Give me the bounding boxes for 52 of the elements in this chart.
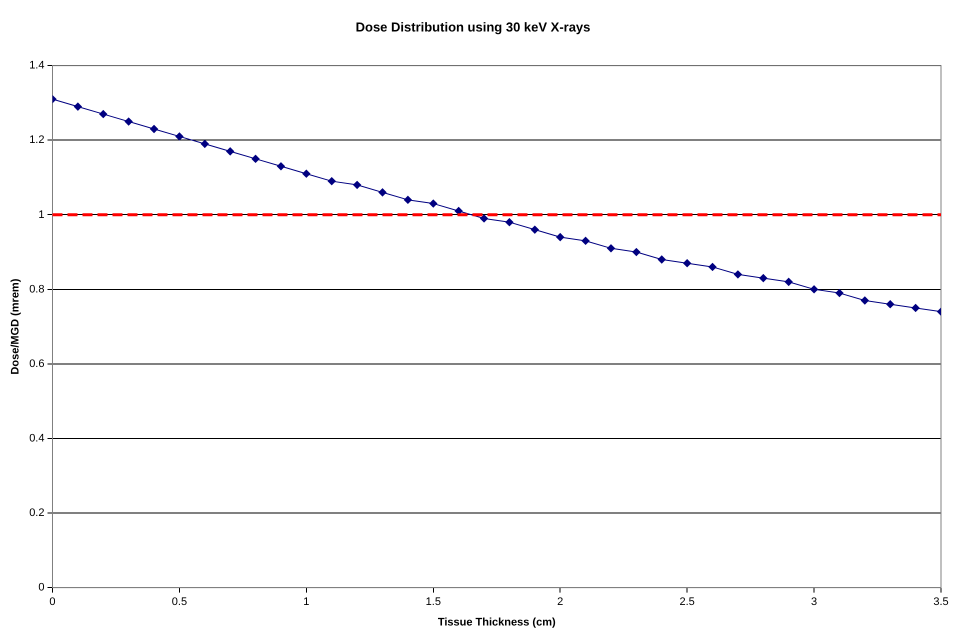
y-tick-label: 0.8: [29, 283, 44, 296]
point: [328, 177, 336, 186]
y-tick-label: 0.6: [29, 358, 44, 370]
point: [252, 154, 260, 163]
point: [708, 262, 717, 271]
point: [912, 304, 920, 312]
point: [734, 270, 742, 278]
x-tick-label: 0.5: [172, 596, 188, 608]
point: [582, 236, 590, 245]
point: [835, 289, 844, 298]
point: [124, 118, 133, 126]
point: [810, 285, 818, 294]
point: [505, 218, 514, 226]
point: [150, 124, 158, 133]
chart-title: Dose Distribution using 30 keV X-rays: [356, 19, 590, 34]
point: [378, 188, 387, 196]
y-tick-label: 0.2: [29, 507, 44, 520]
point: [74, 102, 82, 111]
x-tick-label: 3: [811, 596, 818, 608]
point: [404, 196, 412, 204]
point: [759, 274, 768, 282]
x-tick-label: 0: [49, 596, 56, 608]
point: [353, 180, 362, 189]
point: [302, 170, 310, 178]
point: [556, 233, 564, 242]
point: [606, 244, 615, 252]
x-tick-label: 1: [303, 596, 310, 608]
point: [200, 140, 209, 148]
point: [860, 296, 869, 304]
y-axis-title: Dose/MGD (mrem): [10, 278, 22, 375]
point: [429, 200, 438, 208]
point: [886, 300, 894, 308]
point: [784, 278, 793, 286]
y-tick-label: 1: [38, 208, 44, 221]
x-tick-label: 2.5: [679, 596, 695, 608]
x-tick-label: 1.5: [426, 596, 441, 608]
point: [276, 162, 285, 170]
point: [175, 132, 184, 140]
point: [480, 214, 488, 222]
x-tick-label: 2: [557, 596, 564, 608]
point: [530, 226, 539, 234]
y-tick-label: 1.4: [29, 60, 44, 72]
point: [683, 259, 692, 268]
point: [99, 110, 108, 118]
y-tick-label: 0.4: [29, 432, 44, 444]
point: [632, 248, 640, 256]
y-tick-label: 0: [38, 582, 44, 594]
x-axis-title: Tissue Thickness (cm): [438, 616, 556, 628]
x-tick-label: 3.5: [933, 596, 949, 608]
y-tick-label: 1.2: [29, 134, 44, 146]
point: [658, 255, 666, 264]
point: [226, 147, 234, 156]
